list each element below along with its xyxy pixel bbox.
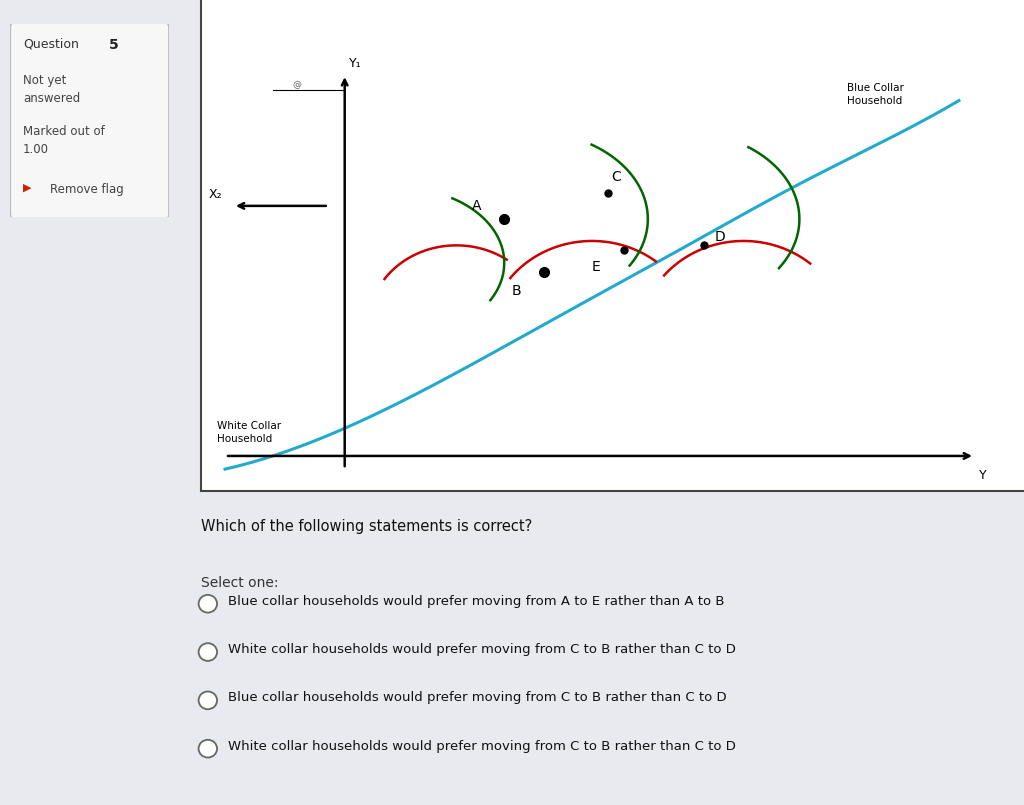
Circle shape: [199, 595, 217, 613]
Text: Y₁: Y₁: [349, 57, 361, 70]
Text: D: D: [715, 229, 725, 244]
Text: White collar households would prefer moving from C to B rather than C to D: White collar households would prefer mov…: [228, 643, 736, 656]
Text: Select one:: Select one:: [201, 576, 279, 589]
Text: Y: Y: [979, 469, 987, 482]
Text: Question: Question: [23, 38, 79, 51]
Text: E: E: [592, 260, 600, 275]
Circle shape: [199, 643, 217, 661]
Text: @: @: [292, 80, 301, 89]
Text: Use the diagram below to answer the question that follows: Use the diagram below to answer the ques…: [201, 20, 634, 35]
Text: White collar households would prefer moving from C to B rather than C to D: White collar households would prefer mov…: [228, 740, 736, 753]
Text: Marked out of
1.00: Marked out of 1.00: [23, 125, 104, 155]
Text: Blue Collar
Household: Blue Collar Household: [847, 83, 904, 106]
Text: Remove flag: Remove flag: [50, 183, 124, 196]
Circle shape: [199, 691, 217, 709]
Text: B: B: [511, 284, 521, 299]
Circle shape: [199, 740, 217, 758]
Text: Blue collar households would prefer moving from C to B rather than C to D: Blue collar households would prefer movi…: [228, 691, 727, 704]
Text: A: A: [472, 199, 481, 213]
Text: ▶: ▶: [23, 183, 32, 192]
Text: Blue collar households would prefer moving from A to E rather than A to B: Blue collar households would prefer movi…: [228, 595, 725, 608]
Text: X₂: X₂: [209, 188, 222, 201]
Text: Which of the following statements is correct?: Which of the following statements is cor…: [201, 519, 532, 535]
FancyBboxPatch shape: [10, 23, 169, 219]
Text: White Collar
Household: White Collar Household: [217, 421, 282, 444]
Text: C: C: [611, 171, 621, 184]
Text: Not yet
answered: Not yet answered: [23, 74, 80, 105]
Text: 5: 5: [109, 38, 119, 52]
